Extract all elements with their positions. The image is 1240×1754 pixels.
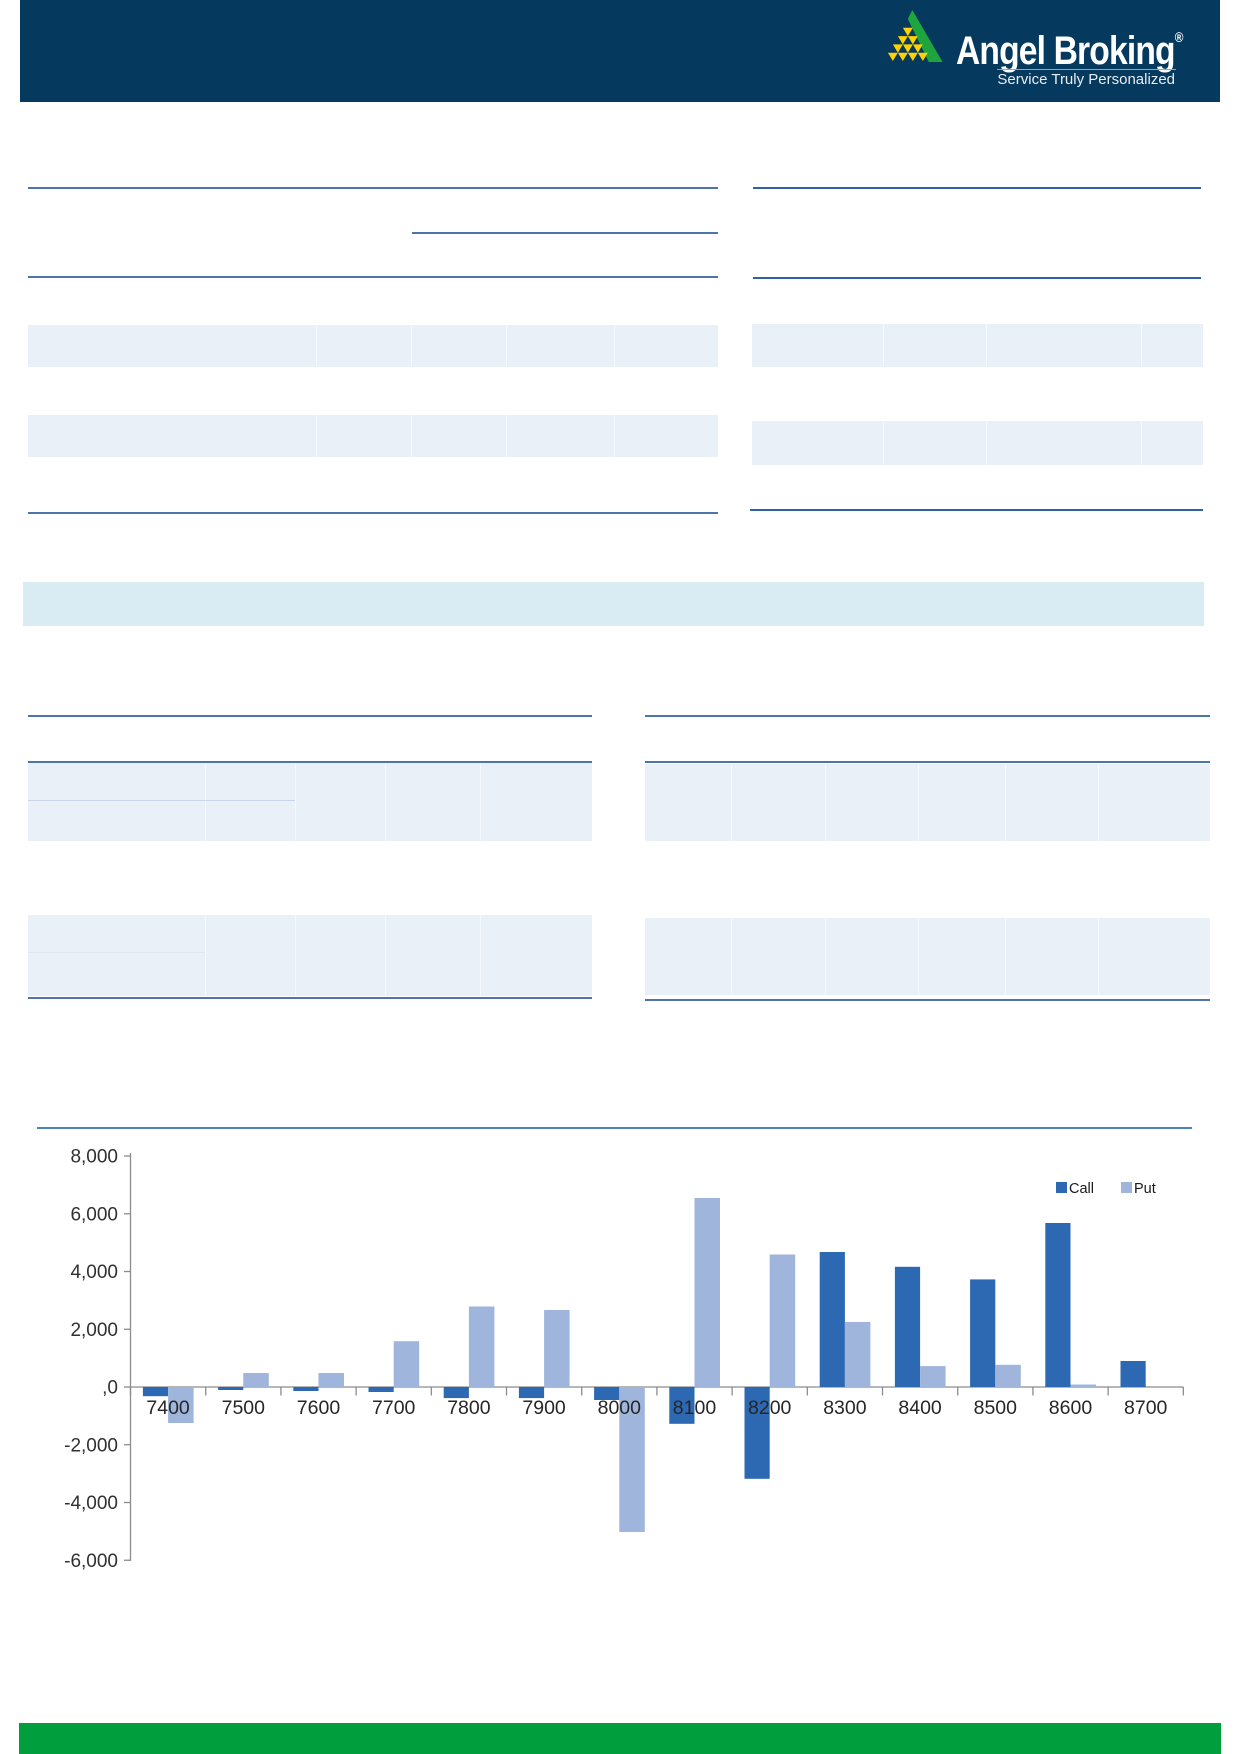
svg-text:6,000: 6,000 xyxy=(70,1204,118,1225)
svg-text:8700: 8700 xyxy=(1124,1397,1168,1419)
svg-text:8400: 8400 xyxy=(898,1397,942,1419)
svg-text:8000: 8000 xyxy=(598,1397,642,1419)
svg-text:8100: 8100 xyxy=(673,1397,717,1419)
svg-text:4,000: 4,000 xyxy=(70,1262,118,1283)
svg-text:-4,000: -4,000 xyxy=(64,1493,118,1514)
svg-text:7700: 7700 xyxy=(372,1397,416,1419)
svg-text:7500: 7500 xyxy=(222,1397,266,1419)
svg-text:-2,000: -2,000 xyxy=(64,1435,118,1456)
svg-text:Call: Call xyxy=(1069,1181,1094,1197)
svg-text:2,000: 2,000 xyxy=(70,1320,118,1341)
svg-text:7800: 7800 xyxy=(447,1397,491,1419)
svg-text:,0: ,0 xyxy=(102,1378,118,1399)
svg-text:7400: 7400 xyxy=(146,1397,190,1419)
svg-text:8,000: 8,000 xyxy=(70,1147,118,1168)
svg-text:Put: Put xyxy=(1134,1181,1156,1197)
svg-text:8200: 8200 xyxy=(748,1397,792,1419)
svg-text:7600: 7600 xyxy=(297,1397,341,1419)
svg-text:8500: 8500 xyxy=(974,1397,1018,1419)
svg-text:8300: 8300 xyxy=(823,1397,867,1419)
svg-text:7900: 7900 xyxy=(522,1397,566,1419)
svg-text:8600: 8600 xyxy=(1049,1397,1093,1419)
svg-text:-6,000: -6,000 xyxy=(64,1551,118,1572)
